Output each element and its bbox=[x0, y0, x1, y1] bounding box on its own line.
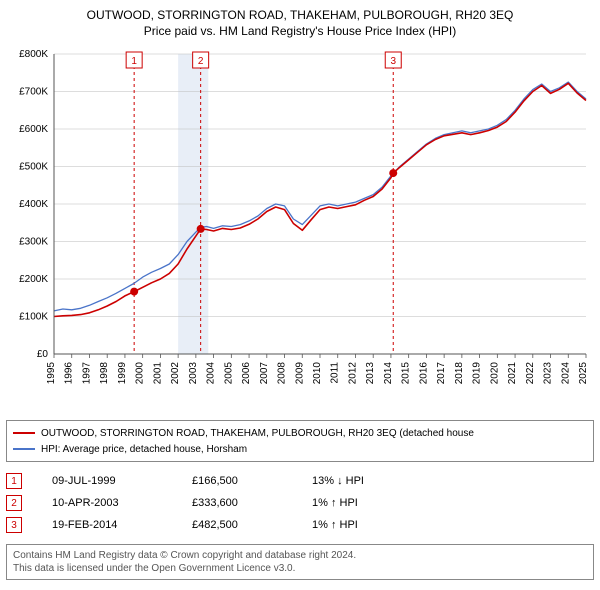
svg-text:2007: 2007 bbox=[259, 362, 270, 385]
attribution-box: Contains HM Land Registry data © Crown c… bbox=[6, 544, 594, 580]
svg-text:2002: 2002 bbox=[170, 362, 181, 385]
svg-text:£800K: £800K bbox=[19, 49, 48, 60]
svg-text:1: 1 bbox=[131, 56, 137, 67]
svg-text:2013: 2013 bbox=[365, 362, 376, 385]
sale-badge-icon: 3 bbox=[6, 517, 22, 533]
svg-text:1999: 1999 bbox=[117, 362, 128, 385]
svg-text:2011: 2011 bbox=[330, 362, 341, 384]
svg-text:2000: 2000 bbox=[135, 362, 146, 385]
legend-box: OUTWOOD, STORRINGTON ROAD, THAKEHAM, PUL… bbox=[6, 420, 594, 462]
svg-text:2022: 2022 bbox=[525, 362, 536, 385]
svg-text:£600K: £600K bbox=[19, 124, 48, 135]
svg-text:2006: 2006 bbox=[241, 362, 252, 385]
svg-text:2014: 2014 bbox=[383, 362, 394, 385]
svg-text:2012: 2012 bbox=[347, 362, 358, 385]
sale-price: £166,500 bbox=[192, 475, 312, 487]
sale-diff: 13% ↓ HPI bbox=[312, 475, 432, 487]
svg-text:1995: 1995 bbox=[46, 362, 57, 385]
svg-text:2001: 2001 bbox=[152, 362, 163, 385]
svg-text:2008: 2008 bbox=[277, 362, 288, 385]
legend-swatch-icon bbox=[13, 448, 35, 450]
legend-label: OUTWOOD, STORRINGTON ROAD, THAKEHAM, PUL… bbox=[41, 428, 474, 439]
svg-text:2024: 2024 bbox=[560, 362, 571, 385]
svg-text:2015: 2015 bbox=[401, 362, 412, 385]
title-address: OUTWOOD, STORRINGTON ROAD, THAKEHAM, PUL… bbox=[6, 8, 594, 22]
sales-row: 1 09-JUL-1999 £166,500 13% ↓ HPI bbox=[6, 470, 594, 492]
sales-row: 2 10-APR-2003 £333,600 1% ↑ HPI bbox=[6, 492, 594, 514]
sales-row: 3 19-FEB-2014 £482,500 1% ↑ HPI bbox=[6, 514, 594, 536]
sale-badge-icon: 2 bbox=[6, 495, 22, 511]
svg-text:2017: 2017 bbox=[436, 362, 447, 385]
title-block: OUTWOOD, STORRINGTON ROAD, THAKEHAM, PUL… bbox=[6, 8, 594, 38]
title-subtitle: Price paid vs. HM Land Registry's House … bbox=[6, 24, 594, 38]
attribution-line: This data is licensed under the Open Gov… bbox=[13, 562, 587, 575]
line-chart-svg: £0 £100K £200K £300K £400K £500K £600K £700K £80… bbox=[6, 44, 594, 414]
svg-text:2004: 2004 bbox=[206, 362, 217, 385]
svg-text:£500K: £500K bbox=[19, 162, 48, 173]
sale-date: 09-JUL-1999 bbox=[52, 475, 192, 487]
attribution-line: Contains HM Land Registry data © Crown c… bbox=[13, 549, 587, 562]
svg-text:2009: 2009 bbox=[294, 362, 305, 385]
svg-text:2003: 2003 bbox=[188, 362, 199, 385]
svg-text:2023: 2023 bbox=[543, 362, 554, 385]
svg-text:£200K: £200K bbox=[19, 274, 48, 285]
svg-text:3: 3 bbox=[390, 56, 396, 67]
svg-text:£100K: £100K bbox=[19, 312, 48, 323]
sale-diff: 1% ↑ HPI bbox=[312, 497, 432, 509]
sale-date: 19-FEB-2014 bbox=[52, 519, 192, 531]
svg-text:£700K: £700K bbox=[19, 87, 48, 98]
svg-text:£0: £0 bbox=[37, 349, 49, 360]
svg-text:£400K: £400K bbox=[19, 199, 48, 210]
sales-table: 1 09-JUL-1999 £166,500 13% ↓ HPI 2 10-AP… bbox=[6, 470, 594, 536]
legend-label: HPI: Average price, detached house, Hors… bbox=[41, 444, 247, 455]
chart-area: £0 £100K £200K £300K £400K £500K £600K £700K £80… bbox=[6, 44, 594, 414]
sale-badge-icon: 1 bbox=[6, 473, 22, 489]
svg-text:2: 2 bbox=[198, 56, 204, 67]
svg-text:2020: 2020 bbox=[489, 362, 500, 385]
svg-text:1997: 1997 bbox=[81, 362, 92, 385]
legend-row: HPI: Average price, detached house, Hors… bbox=[13, 441, 587, 457]
svg-text:2025: 2025 bbox=[578, 362, 589, 385]
svg-text:2021: 2021 bbox=[507, 362, 518, 385]
legend-swatch-icon bbox=[13, 432, 35, 434]
svg-text:2005: 2005 bbox=[223, 362, 234, 385]
sale-price: £333,600 bbox=[192, 497, 312, 509]
sale-price: £482,500 bbox=[192, 519, 312, 531]
svg-text:£300K: £300K bbox=[19, 237, 48, 248]
svg-text:1998: 1998 bbox=[99, 362, 110, 385]
sale-diff: 1% ↑ HPI bbox=[312, 519, 432, 531]
svg-text:2019: 2019 bbox=[472, 362, 483, 385]
sale-date: 10-APR-2003 bbox=[52, 497, 192, 509]
legend-row: OUTWOOD, STORRINGTON ROAD, THAKEHAM, PUL… bbox=[13, 425, 587, 441]
svg-text:2016: 2016 bbox=[418, 362, 429, 385]
svg-text:2010: 2010 bbox=[312, 362, 323, 385]
svg-text:2018: 2018 bbox=[454, 362, 465, 385]
svg-text:1996: 1996 bbox=[64, 362, 75, 385]
chart-container: OUTWOOD, STORRINGTON ROAD, THAKEHAM, PUL… bbox=[0, 0, 600, 586]
